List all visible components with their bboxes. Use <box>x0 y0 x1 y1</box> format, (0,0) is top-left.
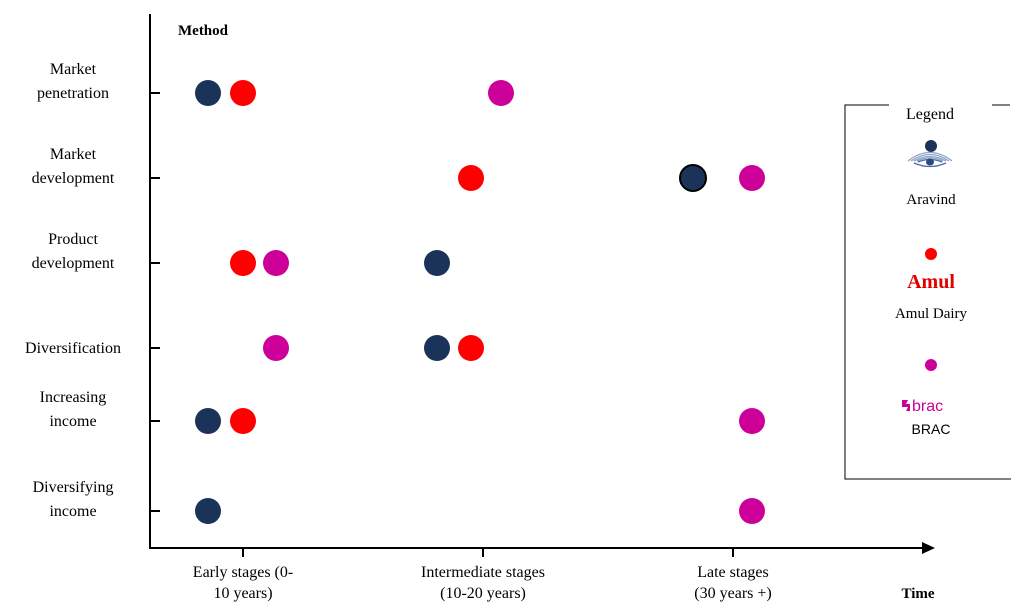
legend-marker-amul <box>925 248 937 260</box>
legend-marker-brac <box>925 359 937 371</box>
brac-logo-text: brac <box>912 398 943 415</box>
legend-title: Legend <box>906 106 954 123</box>
point-aravind-increasing-income <box>195 408 221 434</box>
legend-svg: Legend Aravind Amul Amul Dairy brac BRAC <box>844 104 1011 480</box>
point-aravind-product-development <box>424 250 450 276</box>
legend: Legend Aravind Amul Amul Dairy brac BRAC <box>844 104 1011 480</box>
legend-label-brac: BRAC <box>912 421 951 437</box>
point-aravind-market-development <box>679 164 707 192</box>
x-axis-title: Time <box>901 586 934 602</box>
point-brac-diversifying-income <box>739 498 765 524</box>
x-tick-label-late-stages-30-years: Late stages (30 years +) <box>694 564 771 602</box>
point-amul-dairy-increasing-income <box>230 408 256 434</box>
point-aravind-diversifying-income <box>195 498 221 524</box>
point-brac-diversification <box>263 335 289 361</box>
point-amul-dairy-product-development <box>230 250 256 276</box>
y-tick-label-diversifying-income: Diversifying income <box>33 479 114 520</box>
point-aravind-diversification <box>424 335 450 361</box>
y-tick-label-diversification: Diversification <box>25 340 121 357</box>
legend-border <box>844 104 1011 480</box>
point-aravind-market-penetration <box>195 80 221 106</box>
legend-label-amul-dairy: Amul Dairy <box>895 306 968 322</box>
point-amul-dairy-market-penetration <box>230 80 256 106</box>
brac-logo-mark <box>902 400 910 411</box>
x-tick-label-intermediate-stages-10-20-years: Intermediate stages (10-20 years) <box>421 564 545 602</box>
point-brac-product-development <box>263 250 289 276</box>
point-brac-market-penetration <box>488 80 514 106</box>
x-tick-label-early-stages-0-10-years: Early stages (0-10 years) <box>193 564 293 602</box>
y-tick-label-market-penetration: Market penetration <box>37 61 109 102</box>
y-tick-label-product-development: Product development <box>32 231 115 272</box>
eye-logo-icon <box>907 151 953 168</box>
point-amul-dairy-diversification <box>458 335 484 361</box>
legend-label-aravind: Aravind <box>906 192 956 208</box>
brac-logo: brac <box>902 398 943 415</box>
y-tick-label-market-development: Market development <box>32 146 115 187</box>
x-axis-arrowhead <box>922 542 935 554</box>
amul-logo: Amul <box>907 271 955 293</box>
point-brac-increasing-income <box>739 408 765 434</box>
y-axis-title: Method <box>178 23 229 39</box>
y-tick-label-increasing-income: Increasing income <box>40 389 107 430</box>
point-amul-dairy-market-development <box>458 165 484 191</box>
point-brac-market-development <box>739 165 765 191</box>
legend-marker-aravind <box>925 140 937 152</box>
